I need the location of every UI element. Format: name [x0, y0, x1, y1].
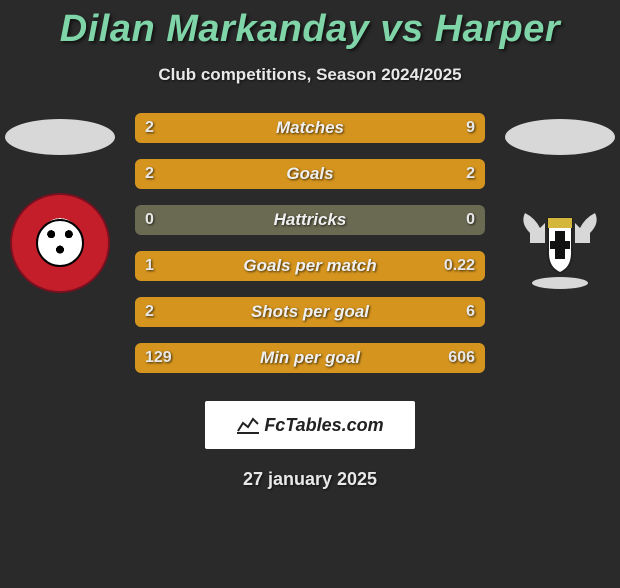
stat-row: 26Shots per goal	[135, 297, 485, 327]
comparison-title: Dilan Markanday vs Harper	[0, 8, 620, 51]
comparison-content: 29Matches 22Goals 00Hattricks 10.22Goals pe…	[0, 113, 620, 393]
branding-text: FcTables.com	[264, 415, 383, 436]
stat-label: Hattricks	[135, 205, 485, 235]
comparison-subtitle: Club competitions, Season 2024/2025	[0, 65, 620, 85]
player-right-silhouette-icon	[505, 119, 615, 155]
stat-row: 129606Min per goal	[135, 343, 485, 373]
branding-badge: FcTables.com	[205, 401, 415, 449]
stats-container: 29Matches 22Goals 00Hattricks 10.22Goals pe…	[135, 113, 485, 389]
stat-row: 10.22Goals per match	[135, 251, 485, 281]
chart-icon	[236, 415, 260, 435]
stat-row: 29Matches	[135, 113, 485, 143]
stat-row: 22Goals	[135, 159, 485, 189]
player-left-silhouette-icon	[5, 119, 115, 155]
comparison-date: 27 january 2025	[0, 469, 620, 490]
stat-label: Goals	[135, 159, 485, 189]
stat-label: Goals per match	[135, 251, 485, 281]
club-badge-left-icon	[10, 193, 110, 293]
stat-label: Min per goal	[135, 343, 485, 373]
stat-row: 00Hattricks	[135, 205, 485, 235]
club-badge-right-icon	[510, 193, 610, 293]
player-right-column	[500, 113, 620, 293]
stat-label: Shots per goal	[135, 297, 485, 327]
player-left-column	[0, 113, 120, 293]
stat-label: Matches	[135, 113, 485, 143]
